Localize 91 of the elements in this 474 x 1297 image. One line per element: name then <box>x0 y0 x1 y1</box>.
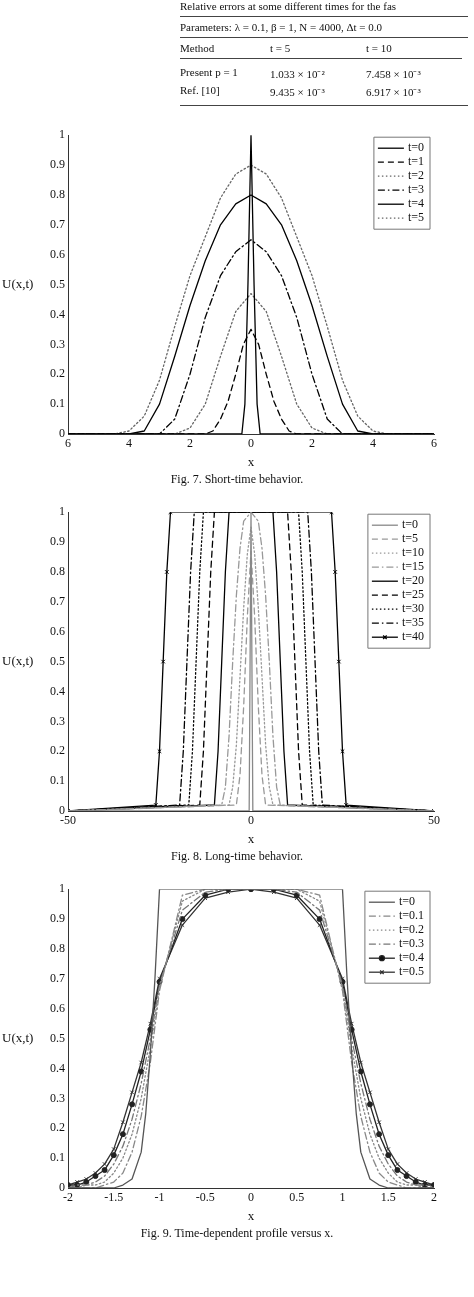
x-tick-label: 0 <box>248 1190 254 1205</box>
legend-label: t=0 <box>407 140 425 155</box>
text: 6.917 × 10⁻³ <box>366 85 422 99</box>
x-axis-title: x <box>247 1207 255 1223</box>
legend-label: t=3 <box>407 182 425 197</box>
caption: Fig. 8. Long-time behavior. <box>170 849 304 865</box>
x-tick-label: 2 <box>431 1190 437 1205</box>
legend-label: t=15 <box>401 559 425 574</box>
legend-label: t=2 <box>407 168 425 183</box>
legend-label: t=40 <box>401 629 425 644</box>
y-tick-label: 0.5 <box>50 653 65 668</box>
legend-label: t=20 <box>401 573 425 588</box>
y-tick-label: 0.8 <box>50 187 65 202</box>
legend-label: t=25 <box>401 587 425 602</box>
x-axis-title: x <box>247 453 255 469</box>
y-tick-label: 0.4 <box>50 683 65 698</box>
y-tick-label: 0.9 <box>50 534 65 549</box>
x-tick-label: 4 <box>126 436 132 451</box>
x-tick-label: 6 <box>431 436 437 451</box>
y-tick-label: 0.8 <box>50 564 65 579</box>
y-tick-label: 0.3 <box>50 713 65 728</box>
y-tick-label: 0.3 <box>50 336 65 351</box>
text: t = 10 <box>366 42 462 59</box>
y-tick-label: 0.8 <box>50 941 65 956</box>
text: Method <box>180 42 270 59</box>
x-axis-title: x <box>247 830 255 846</box>
y-tick-label: 0.3 <box>50 1090 65 1105</box>
y-tick-label: 0.7 <box>50 217 65 231</box>
legend-label: t=0.3 <box>398 936 425 951</box>
x-tick-label: 2 <box>309 436 315 451</box>
y-tick-label: 1 <box>59 881 65 896</box>
x-tick-label: 2 <box>187 436 193 451</box>
x-tick-label: 4 <box>370 436 376 451</box>
y-tick-label: 0.7 <box>50 971 65 985</box>
legend-label: t=0.5 <box>398 964 425 979</box>
legend-label: t=0.1 <box>398 908 425 923</box>
y-tick-label: 1 <box>59 504 65 519</box>
legend-label: t=35 <box>401 615 425 630</box>
y-tick-label: 0.4 <box>50 306 65 321</box>
legend-label: t=4 <box>407 196 425 211</box>
x-tick-label: 6 <box>65 436 71 451</box>
y-tick-label: 0 <box>59 1180 65 1195</box>
y-tick-label: 0.6 <box>50 246 65 261</box>
legend-label: t=1 <box>407 154 425 169</box>
y-axis-title: U(x,t) <box>2 653 34 669</box>
text: Present p = 1 <box>180 66 239 80</box>
x-tick-label: 0 <box>248 436 254 451</box>
x-tick-label: -2 <box>63 1190 73 1205</box>
x-tick-label: -0.5 <box>195 1190 215 1205</box>
text: 9.435 × 10⁻³ <box>270 85 326 99</box>
y-tick-label: 0.5 <box>50 1030 65 1045</box>
y-tick-label: 0.2 <box>50 366 65 381</box>
y-tick-label: 0 <box>59 426 65 441</box>
legend-label: t=0 <box>398 894 416 909</box>
x-tick-label: -1.5 <box>104 1190 124 1205</box>
legend-label: t=0 <box>401 517 419 532</box>
x-tick-label: 1.5 <box>380 1190 396 1205</box>
legend-label: t=0.4 <box>398 950 425 965</box>
y-tick-label: 1 <box>59 127 65 142</box>
text: t = 5 <box>270 42 366 59</box>
caption: Fig. 7. Short-time behavior. <box>169 472 305 488</box>
y-tick-label: 0.2 <box>50 743 65 758</box>
text: 1.033 × 10⁻² <box>270 67 326 81</box>
x-tick-label: 0 <box>248 813 254 828</box>
y-axis-title: U(x,t) <box>2 276 34 292</box>
y-tick-label: 0.7 <box>50 594 65 608</box>
text: Relative errors at some different times for the fas <box>180 0 398 12</box>
y-tick-label: 0.9 <box>50 157 65 172</box>
text: Parameters: λ = 0.1, β = 1, N = 4000, Δt = 0.0 <box>180 16 468 38</box>
x-tick-label: 1 <box>339 1190 346 1205</box>
legend-label: t=5 <box>401 531 419 546</box>
x-tick-label: -1 <box>154 1190 165 1205</box>
y-tick-label: 0.5 <box>50 276 65 291</box>
x-tick-label: 50 <box>428 813 440 828</box>
y-tick-label: 0.6 <box>50 1000 65 1015</box>
y-tick-label: 0.6 <box>50 623 65 638</box>
legend-label: t=0.2 <box>398 922 425 937</box>
text: Ref. [10] <box>180 84 221 98</box>
legend-label: t=10 <box>401 545 425 560</box>
y-tick-label: 0.2 <box>50 1120 65 1135</box>
caption: Fig. 9. Time-dependent profile versus x. <box>139 1226 335 1242</box>
y-tick-label: 0.1 <box>50 396 65 411</box>
y-tick-label: 0.9 <box>50 911 65 926</box>
text: 7.458 × 10⁻³ <box>366 67 422 81</box>
x-tick-label: 0.5 <box>289 1190 305 1205</box>
y-tick-label: 0.4 <box>50 1060 65 1075</box>
y-tick-label: 0.1 <box>50 1150 65 1165</box>
y-axis-title: U(x,t) <box>2 1030 34 1046</box>
legend-label: t=30 <box>401 601 425 616</box>
legend-label: t=5 <box>407 210 425 225</box>
y-tick-label: 0.1 <box>50 773 65 788</box>
